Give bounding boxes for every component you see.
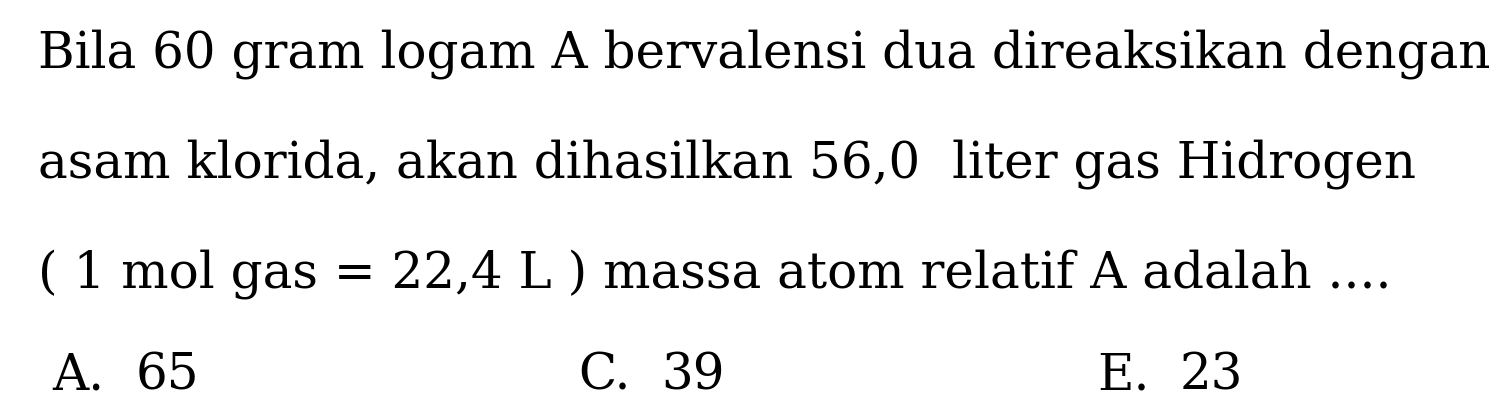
Text: Bila 60 gram logam A bervalensi dua direaksikan dengan: Bila 60 gram logam A bervalensi dua dire… — [38, 29, 1489, 78]
Text: 39: 39 — [661, 351, 724, 400]
Text: E.: E. — [1097, 351, 1150, 400]
Text: asam klorida, akan dihasilkan 56,0  liter gas Hidrogen: asam klorida, akan dihasilkan 56,0 liter… — [38, 139, 1416, 188]
Text: 23: 23 — [1180, 351, 1243, 400]
Text: ( 1 mol gas = 22,4 L ) massa atom relatif A adalah ....: ( 1 mol gas = 22,4 L ) massa atom relati… — [38, 249, 1392, 299]
Text: 65: 65 — [135, 351, 198, 400]
Text: A.: A. — [53, 351, 105, 400]
Text: C.: C. — [579, 351, 631, 400]
